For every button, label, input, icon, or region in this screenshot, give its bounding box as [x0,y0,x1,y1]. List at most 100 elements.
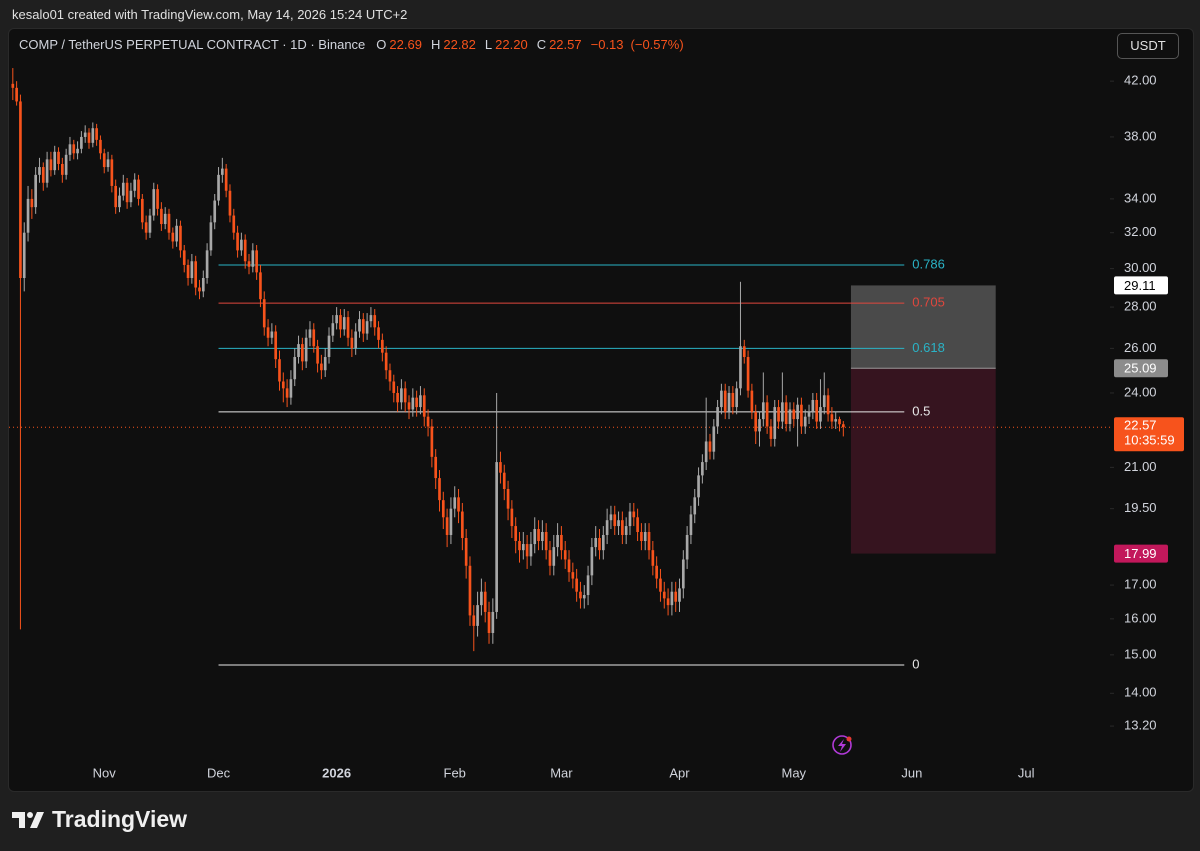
candle-body [102,153,106,168]
candle-body [533,529,537,545]
candle-body [270,331,274,338]
entry-label: 25.09 [1124,361,1157,376]
candle-body [803,416,807,427]
candle-body [499,462,502,473]
candle-body [80,136,83,149]
candle-body [209,222,213,251]
candle-body [472,615,476,626]
candle-body [350,337,354,349]
candle-body [285,388,289,398]
attribution: kesalo01 created with TradingView.com, M… [12,7,408,22]
close-label: C [536,37,547,52]
candle-body [487,611,491,633]
candle-body [605,520,609,535]
candle-body [415,397,418,408]
candle-body [457,497,460,512]
candle-body [384,352,388,371]
candle-body [609,514,613,521]
stop-label: 17.99 [1124,546,1157,561]
fib-level-label: 0.618 [912,340,945,355]
candle-body [689,514,693,535]
candle-body [121,182,125,196]
candle-body [331,323,335,336]
y-tick-label: 32.00 [1124,224,1157,239]
candle-body [110,159,114,186]
candle-body [114,185,118,208]
y-tick-label: 24.00 [1124,384,1157,399]
y-tick-label: 28.00 [1124,299,1157,314]
candle-body [761,402,765,420]
candle-body [502,472,506,490]
candle-body [830,414,834,422]
candle-body [34,174,38,208]
currency-button[interactable]: USDT [1117,33,1179,59]
candle-body [666,598,670,606]
open-value: 22.69 [389,37,422,52]
candle-body [453,497,457,509]
y-tick-label: 16.00 [1124,610,1157,625]
low-value: 22.20 [495,37,528,52]
candle-body [678,588,681,602]
loss-zone [850,368,996,554]
brand: TradingView [12,806,187,833]
candle-body [822,395,826,408]
fib-level-label: 0.5 [912,403,930,418]
candle-body [628,511,632,527]
candle-body [221,168,224,175]
y-tick-label: 38.00 [1124,128,1157,143]
candle-body [301,344,304,362]
candle-body [49,159,53,171]
candle-body [712,426,716,452]
candle-body [411,397,415,410]
candle-body [716,407,719,427]
candle-body [838,419,841,425]
candle-body [167,213,171,233]
entry-label-bg [1114,359,1168,378]
alert-dot [846,736,852,742]
candle-body [407,402,411,410]
candle-body [746,357,750,391]
candle-body [567,559,571,573]
candle-body [704,441,708,463]
candle-body [792,409,796,420]
candle-body [369,315,373,322]
candle-body [190,261,194,279]
candle-body [361,319,365,334]
candle-body [735,388,738,408]
candle-body [796,404,799,420]
candle-body [621,520,624,535]
candle-body [346,317,350,338]
candle-body [556,534,559,548]
candle-body [342,317,346,330]
candle-body [373,315,377,328]
candle-body [396,392,399,403]
candle-body [841,424,845,428]
candle-body [403,388,407,403]
candle-body [422,395,426,417]
candle-body [213,200,217,223]
candle-body [438,478,441,501]
high-value: 22.82 [443,37,476,52]
candle-body [217,174,220,201]
candle-body [15,87,18,102]
x-tick-label: Apr [669,765,690,780]
candle-body [544,531,548,551]
candle-body [525,544,529,557]
candle-body [483,591,487,612]
candle-body [392,381,396,393]
change-percent: (−0.57%) [630,37,684,52]
candle-body [106,159,110,168]
x-tick-label: May [782,765,807,780]
candle-body [163,213,167,225]
candle-body [232,215,236,233]
candle-body [175,225,178,242]
candle-body [148,215,152,233]
candle-body [826,395,830,415]
candle-body [651,550,655,566]
candle-body [236,232,239,251]
candle-body [426,416,430,427]
candle-body [617,520,620,527]
candle-body [274,331,278,360]
candle-body [788,409,792,424]
